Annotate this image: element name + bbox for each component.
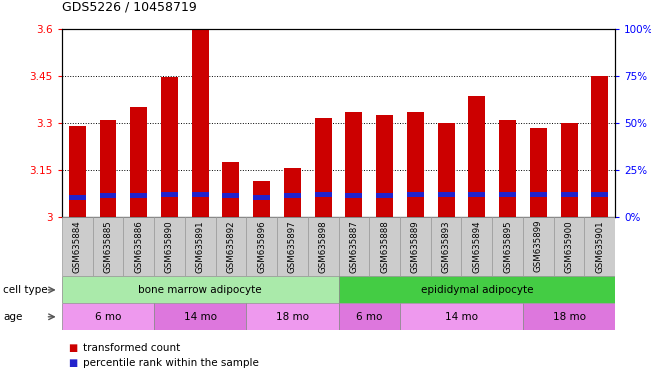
Bar [437,192,454,197]
Bar [308,217,339,276]
Bar [369,217,400,276]
Bar [185,217,215,276]
Text: epididymal adipocyte: epididymal adipocyte [421,285,533,295]
Bar [346,193,363,198]
Bar [253,195,270,200]
Text: age: age [3,312,23,322]
Bar [469,96,485,217]
Text: 18 mo: 18 mo [553,312,586,322]
Bar [530,127,547,217]
Text: GSM635893: GSM635893 [441,220,450,273]
Bar [62,303,154,330]
Text: 14 mo: 14 mo [184,312,217,322]
Bar [130,193,147,198]
Bar [561,192,577,197]
Bar [62,217,92,276]
Bar [192,30,208,217]
Text: cell type: cell type [3,285,48,295]
Text: GDS5226 / 10458719: GDS5226 / 10458719 [62,0,197,13]
Bar [277,217,308,276]
Bar [585,217,615,276]
Bar [530,192,547,197]
Text: GSM635884: GSM635884 [73,220,82,273]
Text: ■: ■ [68,358,77,368]
Bar [339,276,615,303]
Bar [154,303,246,330]
Bar [376,193,393,198]
Bar [284,168,301,217]
Bar [284,193,301,198]
Bar [400,217,431,276]
Bar [561,123,577,217]
Text: GSM635899: GSM635899 [534,220,543,272]
Text: GSM635890: GSM635890 [165,220,174,273]
Text: GSM635886: GSM635886 [134,220,143,273]
Bar [62,276,339,303]
Text: 6 mo: 6 mo [356,312,382,322]
Text: GSM635898: GSM635898 [318,220,327,273]
Bar [314,192,331,197]
Bar [376,115,393,217]
Text: GSM635888: GSM635888 [380,220,389,273]
Bar [407,192,424,197]
Bar [123,217,154,276]
Bar [339,303,400,330]
Bar [246,303,339,330]
Bar [499,120,516,217]
Text: GSM635894: GSM635894 [473,220,481,273]
Text: GSM635889: GSM635889 [411,220,420,273]
Text: GSM635892: GSM635892 [227,220,236,273]
Text: GSM635897: GSM635897 [288,220,297,273]
Bar [499,192,516,197]
Bar [130,107,147,217]
Bar [100,193,117,198]
Text: transformed count: transformed count [83,343,180,353]
Text: 6 mo: 6 mo [95,312,121,322]
Text: percentile rank within the sample: percentile rank within the sample [83,358,258,368]
Text: 14 mo: 14 mo [445,312,478,322]
Bar [469,192,485,197]
Bar [161,192,178,197]
Bar [346,112,363,217]
Bar [253,181,270,217]
Bar [492,217,523,276]
Text: ■: ■ [68,343,77,353]
Text: GSM635887: GSM635887 [350,220,359,273]
Bar [100,120,117,217]
Bar [591,76,608,217]
Bar [215,217,246,276]
Bar [246,217,277,276]
Bar [523,217,554,276]
Text: bone marrow adipocyte: bone marrow adipocyte [139,285,262,295]
Bar [431,217,462,276]
Text: 18 mo: 18 mo [276,312,309,322]
Bar [462,217,492,276]
Bar [437,123,454,217]
Bar [69,195,86,200]
Bar [223,162,240,217]
Bar [69,126,86,217]
Text: GSM635885: GSM635885 [104,220,113,273]
Bar [591,192,608,197]
Bar [314,118,331,217]
Text: GSM635900: GSM635900 [564,220,574,273]
Bar [223,193,240,198]
Bar [339,217,369,276]
Bar [92,217,123,276]
Bar [554,217,585,276]
Bar [161,78,178,217]
Text: GSM635895: GSM635895 [503,220,512,273]
Bar [192,192,208,197]
Bar [400,303,523,330]
Bar [407,112,424,217]
Bar [523,303,615,330]
Text: GSM635891: GSM635891 [196,220,204,273]
Text: GSM635896: GSM635896 [257,220,266,273]
Text: GSM635901: GSM635901 [595,220,604,273]
Bar [154,217,185,276]
